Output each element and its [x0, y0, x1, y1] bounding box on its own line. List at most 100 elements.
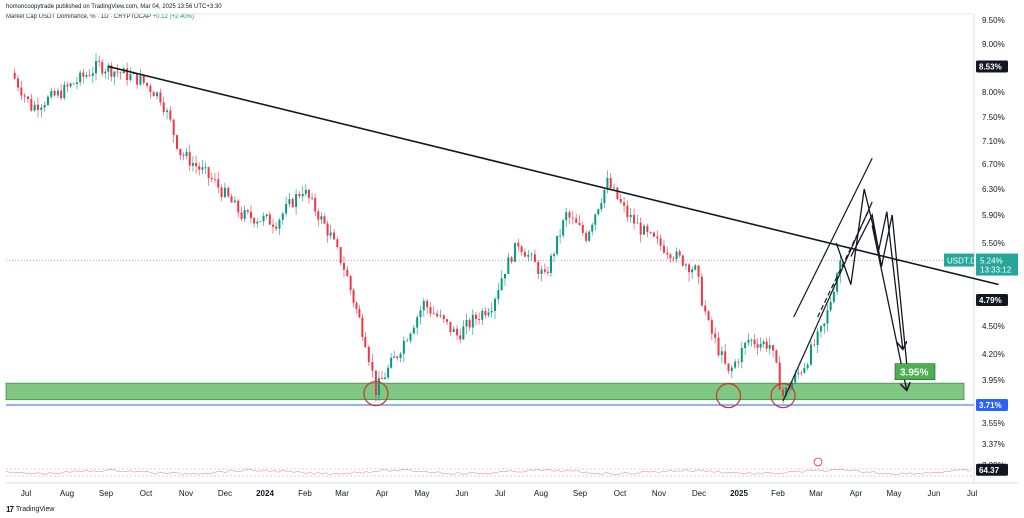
symbol-badge: USDT.D [947, 257, 976, 266]
candle-body [565, 212, 568, 221]
candle-body [517, 242, 520, 247]
candle-body [639, 222, 642, 235]
candle-body [556, 235, 559, 254]
x-tick-label: Oct [614, 489, 627, 498]
candle-body [446, 319, 449, 322]
candle-body [36, 104, 39, 110]
candle-body [72, 83, 75, 85]
publisher-line: homoncoopytrade published on TradingView… [6, 4, 222, 10]
candle-body [107, 65, 110, 72]
candle-body [422, 301, 425, 311]
candle-body [355, 302, 358, 309]
symbol-title: Market Cap USDT Dominance, % · 1D · CRYP… [6, 14, 151, 20]
candle-body [82, 72, 85, 77]
candle-body [139, 75, 142, 85]
candle-body [285, 204, 288, 214]
candle-body [213, 179, 216, 180]
low-circle [770, 383, 796, 409]
candle-body [452, 328, 455, 332]
candle-body [684, 264, 687, 266]
candle-body [829, 301, 832, 311]
candle-body [836, 273, 839, 292]
candle-body [220, 187, 223, 198]
candle-body [95, 61, 98, 74]
candle-body [613, 187, 616, 189]
candle-body [585, 232, 588, 241]
candle-body [710, 320, 713, 334]
candle-body [271, 224, 274, 227]
candle-body [146, 82, 149, 86]
candle-body [762, 341, 765, 345]
candle-body [747, 339, 750, 343]
y-tick-label: 3.55% [982, 419, 1005, 428]
candle-body [839, 260, 842, 274]
candle-body [629, 214, 632, 218]
y-tick-label: 6.30% [982, 185, 1005, 194]
candle-body [490, 310, 493, 313]
candle-body [704, 305, 707, 312]
candle-body [468, 319, 471, 328]
candle-body [333, 232, 336, 240]
candle-body [688, 264, 691, 273]
candle-body [737, 361, 740, 363]
x-tick-label: 2025 [730, 489, 748, 498]
candle-body [756, 344, 759, 348]
candle-body [523, 252, 526, 257]
x-tick-label: Mar [335, 489, 349, 498]
candle-body [256, 221, 259, 224]
candle-body [262, 216, 265, 222]
descending-trendline [108, 65, 999, 286]
last-price-label: 5.24% [980, 257, 1003, 266]
candle-body [707, 311, 710, 321]
candle-body [600, 203, 603, 210]
candle-body [358, 308, 361, 318]
candle-body [806, 364, 809, 369]
candle-body [240, 212, 243, 219]
x-tick-label: Oct [140, 489, 153, 498]
support-zone [5, 382, 965, 401]
x-tick-label: May [886, 489, 901, 498]
candle-body [432, 313, 435, 315]
x-tick-label: Jul [21, 489, 31, 498]
candle-body [60, 90, 63, 99]
candle-body [800, 372, 803, 374]
candle-body [782, 389, 785, 397]
candle-body [527, 254, 530, 257]
candle-body [275, 226, 278, 229]
candle-body [23, 95, 26, 97]
candle-body [339, 247, 342, 264]
candle-body [439, 315, 442, 317]
candle-body [307, 189, 310, 198]
candle-body [156, 92, 159, 97]
candle-body [98, 61, 101, 63]
indicator-line [5, 469, 971, 475]
candle-body [204, 167, 207, 169]
tradingview-logo-icon: 17 [6, 505, 14, 514]
x-tick-label: Apr [376, 489, 389, 498]
level-label-high-bg [976, 60, 1008, 73]
level-label-mid: 4.79% [979, 296, 1002, 305]
x-tick-label: Sep [573, 489, 588, 498]
candle-body [43, 105, 46, 108]
candle-body [371, 362, 374, 371]
candle-body [759, 344, 762, 348]
candle-body [17, 78, 20, 88]
candle-body [606, 177, 609, 190]
candle-body [730, 367, 733, 372]
candle-body [387, 367, 390, 378]
candle-body [390, 357, 393, 368]
level-label-mid-bg [976, 294, 1008, 306]
candle-body [772, 345, 775, 351]
candle-body [753, 339, 756, 345]
candle-body [540, 269, 543, 275]
candle-body [546, 271, 549, 273]
scenario-path-lower [850, 212, 908, 365]
candle-body [253, 218, 256, 224]
x-tick-label: Aug [534, 489, 548, 498]
y-tick-label: 9.00% [982, 40, 1005, 49]
candle-body [298, 193, 301, 197]
candle-body [697, 265, 700, 277]
candle-body [672, 258, 675, 260]
candle-body [210, 177, 213, 180]
